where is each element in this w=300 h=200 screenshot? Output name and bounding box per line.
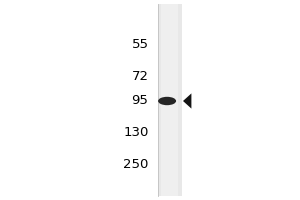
Ellipse shape xyxy=(158,97,176,105)
Polygon shape xyxy=(183,93,191,109)
Bar xyxy=(158,4,182,196)
Text: 250: 250 xyxy=(123,158,148,171)
Text: 95: 95 xyxy=(132,95,148,108)
Text: 55: 55 xyxy=(131,38,148,51)
Bar xyxy=(161,4,178,196)
Text: 72: 72 xyxy=(131,71,148,84)
Text: 130: 130 xyxy=(123,127,148,140)
